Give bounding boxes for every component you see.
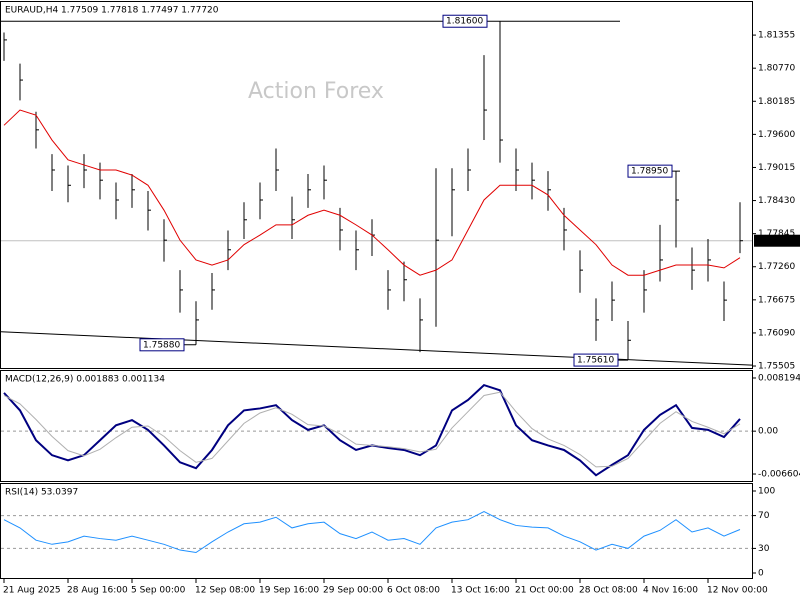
y-tick-label: 1.76090 [758,328,795,338]
y-tick-label: 1.80185 [758,97,795,107]
level-label: 1.75880 [143,340,180,350]
y-tick-label: 1.81355 [758,31,795,41]
rsi-title: RSI(14) 53.0397 [5,488,78,498]
y-tick-label: 0.00 [758,427,778,437]
x-tick-label: 28 Aug 16:00 [67,586,128,596]
y-tick-label: 1.75505 [758,362,795,372]
y-tick-label: 1.76675 [758,295,795,305]
x-tick-label: 13 Oct 16:00 [451,586,510,596]
y-tick-label: 30 [758,544,770,554]
x-tick-label: 21 Aug 2025 [3,586,61,596]
level-box [442,14,488,28]
macd-line [3,391,741,468]
y-tick-label: 0 [758,569,764,579]
y-tick-label: 1.78430 [758,196,795,206]
level-box [573,353,619,367]
y-tick-label: 70 [758,511,770,521]
symbol-header: EURAUD,H4 1.77509 1.77818 1.77497 1.7772… [5,6,219,16]
level-box [627,164,673,178]
y-tick-label: 1.77260 [758,262,795,272]
last-price-box [754,234,800,247]
macd-title: MACD(12,26,9) 0.001883 0.001134 [5,375,165,385]
x-tick-label: 29 Sep 00:00 [323,586,383,596]
x-tick-label: 12 Sep 08:00 [195,586,255,596]
x-tick-label: 5 Sep 00:00 [131,586,186,596]
macd-panel [0,370,753,482]
x-tick-label: 19 Sep 16:00 [259,586,319,596]
rsi-line [3,510,741,554]
level-label: 1.78950 [631,167,668,177]
price-panel [0,1,753,369]
y-tick-label: 1.80770 [758,64,795,74]
x-tick-label: 21 Oct 00:00 [515,586,574,596]
rsi-panel [0,483,753,579]
level-label: 1.75610 [577,356,614,366]
x-tick-label: 28 Oct 08:00 [579,586,638,596]
watermark: Action Forex [248,79,384,104]
last-price-label: 1.77720 [757,236,794,246]
level-label: 1.81600 [446,17,483,27]
y-tick-label: 100 [758,487,775,497]
y-tick-label: 1.77845 [758,229,795,239]
x-tick-label: 4 Nov 16:00 [643,586,698,596]
y-tick-label: 0.008194 [758,373,800,383]
y-tick-label: 1.79015 [758,163,795,173]
x-tick-label: 12 Nov 00:00 [707,586,768,596]
y-tick-label: 1.79600 [758,130,795,140]
moving-average [3,109,741,276]
y-tick-label: -0.006604 [758,470,800,480]
x-tick-label: 6 Oct 08:00 [387,586,440,596]
level-box [139,338,185,352]
